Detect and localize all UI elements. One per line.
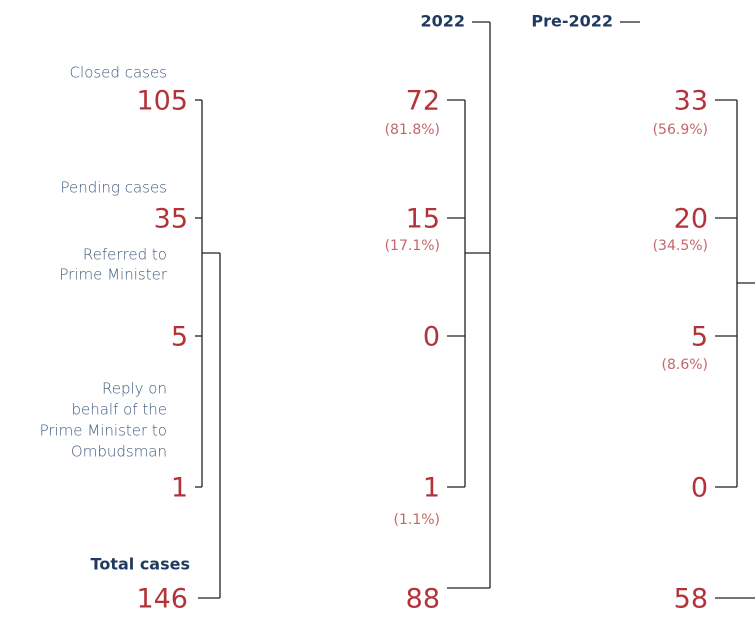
percent: (8.6%): [662, 357, 709, 373]
label: Ombudsman: [71, 443, 167, 461]
bracket: [195, 99, 221, 599]
bracket: [447, 21, 491, 589]
percent: (1.1%): [394, 512, 441, 528]
percent: (81.8%): [385, 122, 440, 138]
total-label: Total cases: [91, 555, 190, 574]
total-value: 88: [406, 584, 440, 615]
label: behalf of the: [71, 401, 167, 419]
value: 0: [691, 473, 708, 504]
value: 35: [154, 204, 188, 235]
header: Pre-2022: [531, 12, 613, 31]
percent: (17.1%): [385, 238, 440, 254]
value: 1: [423, 473, 440, 504]
value: 33: [674, 86, 708, 117]
percent: (34.5%): [653, 238, 708, 254]
label: Prime Minister: [59, 266, 167, 284]
value: 105: [136, 86, 188, 117]
label: Closed cases: [70, 64, 167, 82]
bracket: [620, 21, 755, 599]
value: 72: [406, 86, 440, 117]
total-value: 146: [136, 584, 188, 615]
value: 15: [406, 204, 440, 235]
value: 5: [691, 322, 708, 353]
value: 0: [423, 322, 440, 353]
label: Prime Minister to: [40, 422, 167, 440]
label: Pending cases: [60, 179, 167, 197]
label: Reply on: [102, 380, 167, 398]
label: Referred to: [83, 246, 167, 264]
value: 5: [171, 322, 188, 353]
total-value: 58: [674, 584, 708, 615]
percent: (56.9%): [653, 122, 708, 138]
header: 2022: [420, 12, 465, 31]
value: 1: [171, 473, 188, 504]
value: 20: [674, 204, 708, 235]
